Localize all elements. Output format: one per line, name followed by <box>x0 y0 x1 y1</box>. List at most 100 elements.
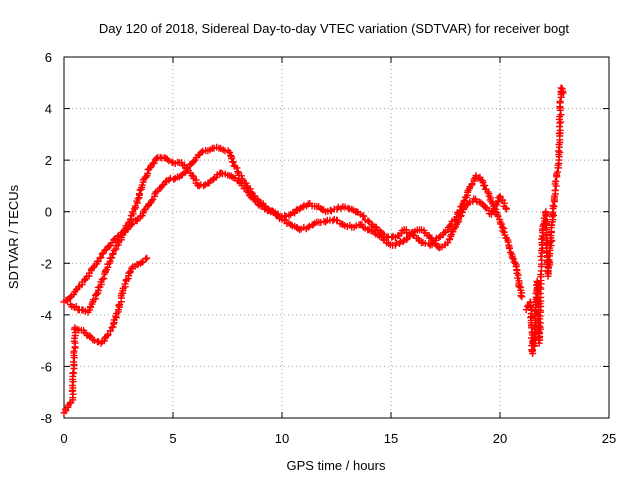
x-tick-label: 20 <box>493 431 507 446</box>
data-point-marker <box>98 275 106 283</box>
data-point-marker <box>98 250 106 258</box>
data-point-marker <box>460 198 468 206</box>
y-axis-label: SDTVAR / TECUs <box>6 184 21 289</box>
data-point-marker <box>551 186 559 194</box>
data-point-marker <box>81 276 89 284</box>
data-point-marker <box>188 171 196 179</box>
data-point-marker <box>101 267 109 275</box>
data-point-marker <box>529 346 537 354</box>
data-point-marker <box>233 164 241 172</box>
grid-layer <box>64 57 609 418</box>
data-point-marker <box>121 280 129 288</box>
data-point-marker <box>536 283 544 291</box>
data-point-marker <box>226 148 234 156</box>
series-late-spike <box>522 84 567 357</box>
data-point-marker <box>555 147 563 155</box>
data-point-marker <box>537 271 545 279</box>
data-layer <box>60 84 567 417</box>
data-point-marker <box>294 224 302 232</box>
data-point-marker <box>374 231 382 239</box>
x-tick-label: 25 <box>602 431 616 446</box>
plot-frame <box>63 56 610 419</box>
data-point-marker <box>304 223 312 231</box>
data-point-marker <box>341 203 349 211</box>
data-point-marker <box>549 201 557 209</box>
series-upper-track <box>60 153 526 306</box>
chart-title: Day 120 of 2018, Sidereal Day-to-day VTE… <box>99 21 570 36</box>
data-point-marker <box>454 219 462 227</box>
data-point-marker <box>506 244 513 252</box>
data-point-marker <box>299 203 307 211</box>
data-point-marker <box>287 221 295 229</box>
data-point-marker <box>556 98 564 105</box>
data-point-marker <box>135 190 143 198</box>
x-tick-label: 15 <box>384 431 398 446</box>
data-point-marker <box>517 292 525 300</box>
data-point-marker <box>148 197 156 205</box>
data-point-marker <box>511 259 519 267</box>
data-point-marker <box>530 335 538 343</box>
data-point-marker <box>537 252 545 260</box>
data-point-marker <box>360 212 368 220</box>
data-point-marker <box>460 204 468 212</box>
data-point-marker <box>466 198 474 206</box>
data-point-marker <box>150 159 158 167</box>
y-tick-label: -2 <box>40 256 52 271</box>
data-point-marker <box>130 205 138 213</box>
data-point-marker <box>426 234 434 241</box>
x-tick-label: 5 <box>169 431 176 446</box>
data-point-marker <box>435 234 443 241</box>
series-middle-track <box>67 143 510 316</box>
data-point-marker <box>107 327 114 335</box>
data-point-marker <box>142 255 150 263</box>
data-point-marker <box>403 236 411 244</box>
data-point-marker <box>309 221 317 229</box>
data-point-marker <box>108 254 116 262</box>
data-point-marker <box>86 332 94 340</box>
data-point-marker <box>163 155 171 163</box>
data-point-marker <box>165 157 173 165</box>
data-point-marker <box>322 218 330 226</box>
data-point-marker <box>229 158 237 166</box>
x-tick-label: 10 <box>275 431 289 446</box>
data-point-marker <box>70 358 77 366</box>
data-point-marker <box>97 254 105 261</box>
data-point-marker <box>143 254 151 262</box>
data-point-marker <box>158 181 166 189</box>
data-point-marker <box>499 227 507 235</box>
data-point-marker <box>197 148 205 156</box>
y-tick-label: -8 <box>40 411 52 426</box>
data-point-marker <box>228 172 235 180</box>
y-tick-label: 2 <box>45 153 52 168</box>
data-point-marker <box>457 212 465 220</box>
data-point-marker <box>93 290 101 298</box>
data-point-marker <box>538 235 546 243</box>
data-point-marker <box>559 89 567 97</box>
data-point-marker <box>68 382 76 389</box>
data-point-marker <box>326 206 334 214</box>
y-tick-label: 6 <box>45 50 52 65</box>
x-axis-label: GPS time / hours <box>287 458 386 473</box>
data-point-marker <box>552 177 560 185</box>
data-point-marker <box>364 217 372 225</box>
data-point-marker <box>515 283 523 291</box>
tick-layer: 0 5 10 15 20 25 -8 -6 -4 -2 0 2 4 6 <box>40 50 616 446</box>
data-point-marker <box>200 182 208 190</box>
data-point-marker <box>508 254 516 262</box>
data-point-marker <box>142 173 150 181</box>
data-point-marker <box>70 347 78 355</box>
y-tick-label: -4 <box>40 308 52 323</box>
data-point-marker <box>170 175 178 183</box>
data-point-marker <box>110 236 118 244</box>
data-point-marker <box>518 293 526 301</box>
data-point-marker <box>115 302 123 309</box>
data-point-marker <box>134 195 142 203</box>
y-tick-label: 0 <box>45 205 52 220</box>
data-point-marker <box>535 336 543 344</box>
data-point-marker <box>550 211 557 219</box>
data-point-marker <box>145 165 153 173</box>
y-tick-label: -6 <box>40 359 52 374</box>
data-point-marker <box>227 152 235 159</box>
